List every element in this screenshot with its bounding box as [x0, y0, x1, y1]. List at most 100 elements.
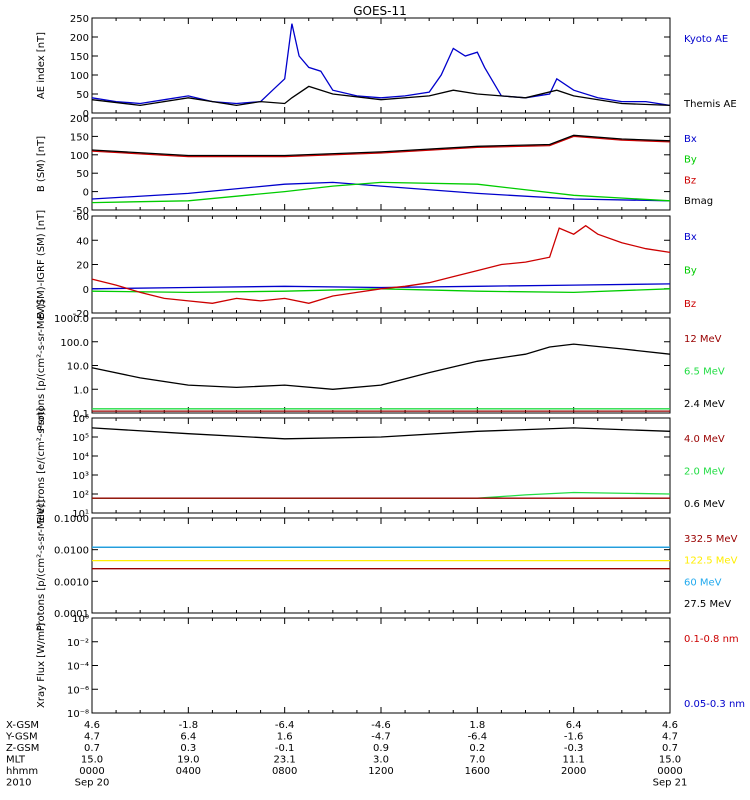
legend-entry: Bx: [684, 232, 697, 243]
orbit-row-label: Y-GSM: [5, 732, 38, 743]
orbit-cell: 3.0: [373, 755, 389, 766]
y-axis-label: B (SM) [nT]: [36, 136, 47, 192]
orbit-cell: 4.6: [84, 720, 100, 731]
y-tick-label: 0: [83, 188, 89, 199]
orbit-cell: -4.7: [371, 732, 391, 743]
orbit-cell: 11.1: [563, 755, 585, 766]
orbit-cell: -6.4: [468, 732, 488, 743]
orbit-cell: 1600: [465, 766, 490, 777]
orbit-cell: 15.0: [659, 755, 681, 766]
y-tick-label: 250: [70, 14, 89, 25]
y-tick-label: 10⁰: [72, 614, 89, 625]
series-bx: [91, 283, 671, 290]
series-bz: [91, 224, 671, 304]
orbit-cell: 1.6: [277, 732, 293, 743]
orbit-cell: 0.2: [469, 743, 485, 754]
legend-entry: Bz: [684, 175, 696, 186]
orbit-cell: 4.7: [662, 732, 678, 743]
y-tick-label: 100: [70, 151, 89, 162]
legend-entry: Bmag: [684, 196, 713, 207]
series-themis-ae: [91, 85, 671, 107]
y-tick-label: 10⁻²: [67, 638, 89, 649]
orbit-cell: 19.0: [177, 755, 199, 766]
legend-entry: 27.5 MeV: [684, 599, 731, 610]
legend-entry: By: [684, 266, 697, 277]
y-tick-label: 10⁻⁸: [67, 709, 89, 720]
panel-b: -50 0 50 100 150 200 B (SM) [nT] Bx By Bz Bmag: [36, 114, 713, 217]
y-tick-label: 0: [83, 109, 89, 120]
orbit-row-label: X-GSM: [6, 720, 39, 731]
y-tick-label: 10¹: [72, 509, 89, 520]
panel-dbb: -20 0 20 40 60 B (SM)-IGRF (SM) [nT] Bx By Bz: [36, 210, 697, 320]
series-bz: [91, 135, 671, 158]
panel-frame: [91, 617, 671, 714]
legend-entry: By: [684, 155, 697, 166]
y-tick-label: 10.0: [67, 362, 89, 373]
orbit-cell: 4.7: [84, 732, 100, 743]
orbit-cell: 0.7: [662, 743, 678, 754]
series-2-0-mev: [92, 491, 671, 499]
panel-hp: 0.0001 0.0010 0.0100 0.1000 Protons [p/(cm²-…: [36, 500, 738, 632]
y-axis-label: Xray Flux [W/m²]: [36, 623, 47, 708]
legend-entry: Themis AE: [683, 99, 737, 110]
y-tick-label: 1000.0: [54, 314, 89, 325]
legend-entry: Kyoto AE: [684, 34, 728, 45]
panel-ae: 0 50 100 150 200 250 AE index [nT] Kyoto AE Them…: [36, 14, 737, 120]
y-tick-label: -50: [73, 206, 89, 217]
orbit-cell: -0.3: [564, 743, 584, 754]
y-tick-label: 0.1000: [54, 514, 89, 525]
y-tick-label: 10⁶: [72, 414, 89, 425]
legend-entry: 60 MeV: [684, 577, 722, 588]
y-tick-label: 150: [70, 132, 89, 143]
orbit-cell: 0000: [657, 766, 682, 777]
orbit-row-label: hhmm: [6, 766, 38, 777]
legend-entry: 332.5 MeV: [684, 534, 738, 545]
orbit-cell: 0400: [176, 766, 201, 777]
y-tick-label: 0.0001: [54, 609, 89, 620]
legend-entry: 0.6 MeV: [684, 499, 725, 510]
y-tick-label: 200: [70, 114, 89, 125]
y-axis-label: Protons [p/(cm²-s-sr-MeV)]: [36, 500, 47, 632]
y-tick-label: 0.1: [73, 409, 89, 420]
y-axis-label: Electrons [e/(cm²-s-sr)]: [36, 408, 47, 524]
panel-frame: [91, 517, 671, 614]
orbit-cell: 4.6: [662, 720, 678, 731]
y-tick-label: 10³: [72, 471, 89, 482]
orbit-cell: Sep 20: [75, 778, 110, 789]
orbit-cell: 23.1: [274, 755, 296, 766]
orbit-cell: 0.3: [180, 743, 196, 754]
orbit-cell: 2000: [561, 766, 586, 777]
y-tick-label: 10⁻⁶: [67, 685, 89, 696]
orbit-cell: 6.4: [180, 732, 196, 743]
y-tick-label: 10²: [72, 490, 89, 501]
y-tick-label: 10⁻⁴: [67, 662, 89, 673]
orbit-row-label: MLT: [6, 755, 26, 766]
y-tick-label: 0.0010: [54, 577, 89, 588]
legend-entry: Bx: [684, 134, 697, 145]
orbit-cell: 1.8: [469, 720, 485, 731]
y-tick-label: 40: [76, 236, 89, 247]
y-axis-label: AE index [nT]: [36, 32, 47, 99]
orbit-cell: -6.4: [275, 720, 295, 731]
y-tick-label: 10⁵: [72, 433, 89, 444]
legend-entry: 6.5 MeV: [684, 367, 725, 378]
series-0-6-mev: [91, 427, 671, 440]
legend-entry: 0.05-0.3 nm: [684, 699, 745, 710]
y-tick-label: 1.0: [73, 385, 89, 396]
y-tick-label: 150: [70, 52, 89, 63]
legend-entry: 122.5 MeV: [684, 556, 738, 567]
legend-entry: 2.4 MeV: [684, 399, 725, 410]
orbit-cell: 0.9: [373, 743, 389, 754]
legend-entry: Bz: [684, 299, 696, 310]
y-tick-label: 20: [76, 261, 89, 272]
y-tick-label: 100: [70, 71, 89, 82]
orbit-cell: 0800: [272, 766, 297, 777]
y-tick-label: 200: [70, 33, 89, 44]
y-tick-label: 10⁴: [72, 452, 89, 463]
series-bmag: [91, 134, 671, 157]
orbit-row-label: 2010: [6, 778, 31, 789]
series-kyoto-ae: [91, 23, 671, 107]
y-axis-label: B (SM)-IGRF (SM) [nT]: [36, 210, 47, 319]
legend-entry: 12 MeV: [684, 334, 722, 345]
y-tick-label: 100.0: [60, 338, 89, 349]
